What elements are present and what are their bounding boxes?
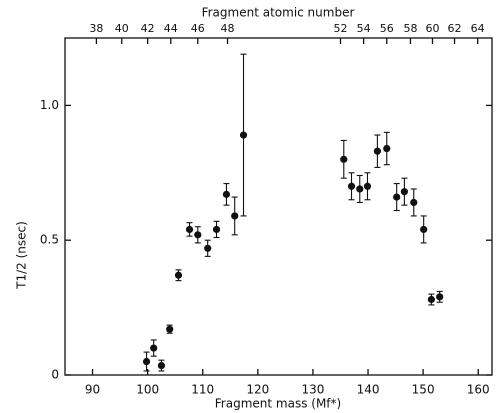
data-point [383, 144, 391, 153]
data-point [393, 193, 401, 201]
data-point [373, 147, 381, 155]
top-tick-label: 44 [164, 22, 178, 35]
x-tick-label: 120 [246, 383, 269, 397]
data-point [363, 182, 372, 190]
top-axis-title: Fragment atomic number [202, 6, 355, 20]
data-point [185, 225, 194, 234]
x-tick-label: 150 [412, 383, 435, 397]
x-axis-label: Fragment mass (Mf*) [215, 397, 341, 411]
data-point [340, 155, 348, 163]
x-tick-label: 130 [301, 383, 324, 397]
y-tick-label: 0.5 [40, 233, 59, 247]
top-tick-label: 64 [471, 22, 485, 35]
data-point [194, 231, 202, 239]
top-tick-label: 60 [425, 22, 439, 35]
data-point [222, 190, 231, 198]
x-tick-label: 100 [136, 383, 159, 397]
top-tick-label: 40 [115, 22, 129, 35]
data-point [157, 361, 166, 370]
top-tick-label: 62 [448, 22, 462, 35]
top-tick-label: 54 [357, 22, 371, 35]
data-point [420, 225, 428, 234]
data-point [212, 225, 221, 234]
top-tick-label: 58 [403, 22, 417, 35]
data-point [174, 271, 183, 279]
data-point [347, 182, 356, 190]
data-point [239, 131, 248, 139]
data-point [204, 244, 212, 252]
y-axis-label: T1/2 (nsec) [15, 221, 29, 290]
x-tick-label: 140 [357, 383, 380, 397]
data-point [436, 293, 444, 301]
data-point [142, 357, 151, 366]
data-point [150, 344, 158, 352]
top-tick-label: 56 [380, 22, 394, 35]
top-tick-label: 42 [141, 22, 155, 35]
data-point [410, 198, 418, 207]
top-tick-label: 48 [221, 22, 235, 35]
top-tick-label: 52 [333, 22, 347, 35]
data-point [400, 188, 408, 196]
x-tick-label: 160 [467, 383, 490, 397]
y-tick-label: 1.0 [40, 98, 59, 112]
y-tick-label: 0 [51, 368, 59, 382]
plot-frame [64, 37, 493, 376]
data-point [166, 325, 174, 333]
top-tick-label: 38 [89, 22, 103, 35]
x-tick-label: 110 [191, 383, 214, 397]
data-point [356, 185, 364, 193]
data-point [231, 212, 239, 220]
x-tick-label: 90 [85, 383, 100, 397]
data-point [427, 295, 435, 304]
top-tick-label: 46 [191, 22, 205, 35]
